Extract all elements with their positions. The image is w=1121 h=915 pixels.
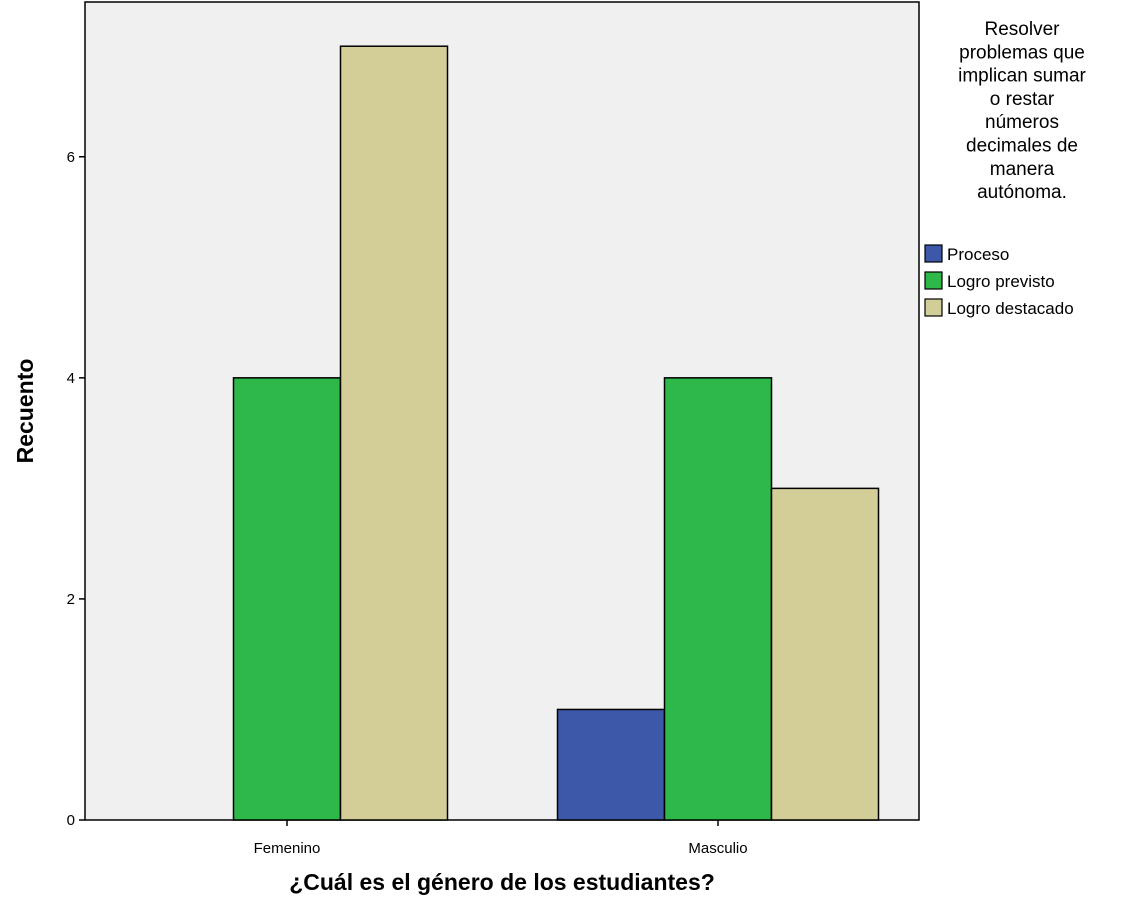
y-tick-label: 0 [67,812,75,829]
bar-femenino-logro-destacado [339,45,449,821]
legend-label-logro-destacado: Logro destacado [947,299,1074,318]
legend-label-logro-previsto: Logro previsto [947,272,1055,291]
bar-masculio-logro-destacado [770,487,880,821]
legend-swatch-logro-previsto [924,271,943,290]
bar-femenino-logro-previsto [232,377,342,821]
x-tick-label-femenino: Femenino [254,840,321,857]
y-tick-label: 2 [67,591,75,608]
x-axis: Femenino Masculio [254,820,748,857]
legend-title-line: autónoma. [977,182,1067,203]
legend-title-line: manera [990,159,1055,180]
x-axis-title: ¿Cuál es el género de los estudiantes? [289,869,715,895]
legend-title-line: decimales de [966,136,1078,157]
legend-title-line: implican sumar [958,66,1086,87]
legend-title-line: números [985,112,1059,133]
y-axis: 0 2 4 6 [67,149,85,829]
legend-title-line: problemas que [959,42,1085,63]
y-tick-label: 4 [67,370,75,387]
legend-label-proceso: Proceso [947,245,1009,264]
legend-swatch-proceso [924,244,943,263]
y-tick-label: 6 [67,149,75,166]
legend-swatch-logro-destacado [924,298,943,317]
bars-group [232,45,880,821]
x-tick-label-masculio: Masculio [688,840,747,857]
legend-title-line: o restar [990,89,1055,110]
bar-masculio-proceso [556,708,666,821]
bar-masculio-logro-previsto [663,377,773,821]
y-axis-title: Recuento [12,359,38,464]
legend-title-line: Resolver [985,19,1061,40]
